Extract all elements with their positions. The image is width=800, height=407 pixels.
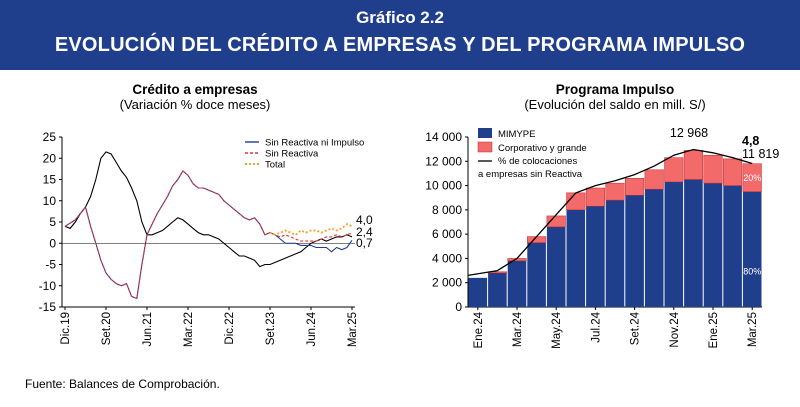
left-y-tick-label: 25 <box>43 130 57 144</box>
bar-mimype <box>488 273 507 307</box>
bar-corporativo <box>703 154 723 184</box>
right-y-tick-label: 0 <box>455 300 462 314</box>
legend-label: Total <box>265 160 285 171</box>
bar-mimype <box>684 179 703 307</box>
series-line-sin-reactiva <box>64 170 353 300</box>
right-y-tick-label: 2 000 <box>432 276 462 290</box>
peak-value-label: 12 968 <box>670 126 708 140</box>
right-y-tick-label: 4 000 <box>432 251 462 265</box>
legend-swatch <box>478 128 492 138</box>
right-x-tick-label: May.24 <box>551 311 563 348</box>
chart-title: EVOLUCIÓN DEL CRÉDITO A EMPRESAS Y DEL P… <box>54 34 746 56</box>
bar-mimype <box>605 200 625 307</box>
left-y-tick-label: -10 <box>39 279 57 293</box>
bar-corporativo <box>566 192 586 211</box>
bar-corporativo <box>625 178 645 196</box>
legend-label: Sin Reactiva <box>265 149 319 160</box>
source-note: Fuente: Balances de Comprobación. <box>25 377 220 391</box>
legend-label: Sin Reactiva ni Impulso <box>265 138 364 149</box>
bar-mimype <box>527 242 546 307</box>
bar-corporativo <box>664 157 684 183</box>
bar-mimype <box>742 191 762 307</box>
right-y-tick-label: 10 000 <box>425 179 462 193</box>
chart-number: Gráfico 2.2 <box>356 8 444 27</box>
bar-corporativo <box>605 182 625 201</box>
header-banner: Gráfico 2.2 EVOLUCIÓN DEL CRÉDITO A EMPR… <box>0 0 800 70</box>
legend-label: % de colocaciones <box>498 156 577 167</box>
growth-label: 4,8 <box>742 134 759 148</box>
right-y-tick-label: 6 000 <box>432 227 462 241</box>
left-y-tick-label: -15 <box>39 300 57 314</box>
share-corporativo-label: 20% <box>743 173 761 183</box>
left-panel-title: Crédito a empresas <box>132 82 258 97</box>
right-panel-subtitle: (Evolución del saldo en mill. S/) <box>524 97 706 112</box>
right-panel-title: Programa Impulso <box>555 82 675 97</box>
bar-mimype <box>723 185 742 307</box>
legend-swatch <box>477 141 493 153</box>
bar-mimype <box>586 206 605 307</box>
bar-corporativo <box>742 163 762 192</box>
bar-mimype <box>546 226 566 307</box>
right-x-tick-label: Mar.25 <box>747 312 759 347</box>
right-x-tick-label: Nov.24 <box>669 311 681 347</box>
right-y-tick-label: 14 000 <box>425 130 462 144</box>
bar-mimype <box>625 195 644 307</box>
last-value-label: 11 819 <box>742 147 779 161</box>
bar-mimype <box>644 189 664 307</box>
bar-corporativo <box>585 187 605 207</box>
left-x-tick-label: Jun.24 <box>306 311 318 346</box>
legend-label: a empresas sin Reactiva <box>478 169 583 180</box>
end-value-label: 0,7 <box>356 236 373 250</box>
share-mimype-label: 80% <box>743 267 761 277</box>
legend-label: Corporativo y grande <box>498 143 587 154</box>
right-y-tick-label: 12 000 <box>425 154 462 168</box>
right-x-tick-label: Jul.24 <box>590 311 602 342</box>
left-x-tick-label: Mar.22 <box>183 312 195 347</box>
left-x-tick-label: Jun.21 <box>142 312 154 347</box>
left-y-tick-label: 0 <box>49 236 56 250</box>
series-line-unlabeled-black <box>64 151 353 268</box>
right-y-tick-label: 8 000 <box>432 203 462 217</box>
left-x-tick-label: Mar.25 <box>347 312 359 347</box>
bar-corporativo <box>723 158 743 186</box>
bar-mimype <box>566 209 586 307</box>
bar-corporativo <box>546 215 566 228</box>
line-colocaciones <box>467 148 753 277</box>
left-y-tick-label: -5 <box>45 258 56 272</box>
bar-mimype <box>703 183 723 307</box>
bar-mimype <box>664 181 684 307</box>
right-x-tick-label: Ene.24 <box>473 311 485 348</box>
bar-mimype <box>507 260 527 307</box>
bar-corporativo <box>644 169 664 190</box>
left-x-tick-label: Dic.22 <box>224 312 236 345</box>
end-value-label: 2,4 <box>356 225 373 239</box>
left-x-tick-label: Set.20 <box>101 312 113 345</box>
left-x-tick-label: Dic.19 <box>60 312 72 345</box>
left-y-tick-label: 20 <box>43 151 57 165</box>
legend-label: MIMYPE <box>498 129 535 140</box>
right-x-tick-label: Ene.25 <box>708 312 720 348</box>
left-panel-subtitle: (Variación % doce meses) <box>119 97 271 112</box>
right-x-tick-label: Set.24 <box>630 311 642 345</box>
left-y-tick-label: 10 <box>43 194 57 208</box>
bar-corporativo <box>683 150 703 180</box>
right-x-tick-label: Mar.24 <box>512 311 524 347</box>
left-y-tick-label: 15 <box>43 173 57 187</box>
left-x-tick-label: Set.23 <box>265 312 277 345</box>
end-value-label: 4,0 <box>356 213 373 227</box>
bar-mimype <box>468 277 488 307</box>
left-y-tick-label: 5 <box>49 215 56 229</box>
series-line-total <box>269 223 353 236</box>
